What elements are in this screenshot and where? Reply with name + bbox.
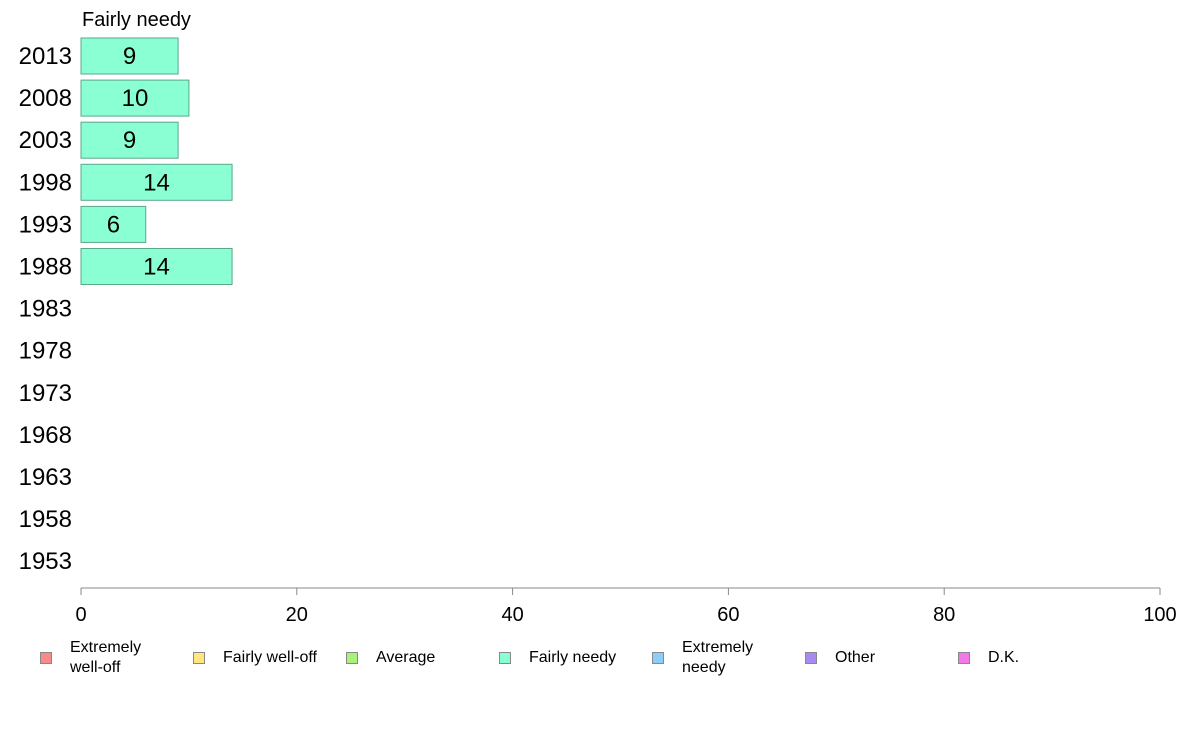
x-tick-label: 20 xyxy=(286,604,308,626)
bar-value-label: 9 xyxy=(123,43,136,70)
legend-label: Fairly needy xyxy=(529,649,617,666)
legend-swatch xyxy=(805,652,817,664)
legend-item: Fairly needy xyxy=(499,636,616,680)
legend-swatch xyxy=(193,652,205,664)
legend-swatch xyxy=(958,652,970,664)
legend-swatch xyxy=(346,652,358,664)
legend-label: Extremely well-off xyxy=(70,639,142,676)
legend-item: Extremely well-off xyxy=(40,636,141,680)
x-tick-label: 80 xyxy=(933,604,955,626)
bar-value-label: 6 xyxy=(107,211,120,238)
legend-item: Other xyxy=(805,636,875,680)
y-tick-label: 1978 xyxy=(19,338,72,365)
y-tick-label: 2003 xyxy=(19,127,72,154)
bar xyxy=(80,248,233,285)
bars: 9 10 9 14 6 14 xyxy=(80,37,233,285)
y-tick-label: 1963 xyxy=(19,464,72,491)
x-tick-label: 60 xyxy=(717,604,739,626)
legend-swatch xyxy=(652,652,664,664)
y-tick-label: 1998 xyxy=(19,169,72,196)
y-axis-labels: 2013 2008 2003 1998 1993 1988 1983 1978 1973 1968… xyxy=(19,43,72,575)
legend-label: Average xyxy=(376,649,436,666)
y-tick-label: 2008 xyxy=(19,85,72,112)
x-tick-label: 0 xyxy=(75,604,86,626)
x-tick-label: 100 xyxy=(1143,604,1176,626)
bar-value-label: 14 xyxy=(143,254,170,281)
y-tick-label: 1953 xyxy=(19,548,72,575)
bar xyxy=(80,163,233,201)
y-tick-label: 1958 xyxy=(19,506,72,533)
bar xyxy=(80,37,179,75)
legend-label: Other xyxy=(835,649,876,666)
y-tick-label: 1968 xyxy=(19,422,72,449)
bar-value-label: 14 xyxy=(143,169,170,196)
chart-title: Fairly needy xyxy=(82,9,191,31)
legend-swatch xyxy=(499,652,511,664)
bar-value-label: 10 xyxy=(122,85,149,112)
legend-label: D.K. xyxy=(988,649,1020,666)
legend-label: Extremely needy xyxy=(682,639,754,676)
legend-item: Average xyxy=(346,636,435,680)
x-axis: 0 20 40 60 80 100 xyxy=(75,587,1177,626)
y-tick-label: 1988 xyxy=(19,254,72,281)
x-tick-label: 40 xyxy=(501,604,523,626)
legend-item: D.K. xyxy=(958,636,1019,680)
y-tick-label: 1993 xyxy=(19,211,72,238)
bar xyxy=(80,205,147,243)
legend: Extremely well-off Fairly well-off Average… xyxy=(0,636,1188,686)
y-tick-label: 1973 xyxy=(19,380,72,407)
legend-item: Fairly well-off xyxy=(193,636,317,680)
legend-label: Fairly well-off xyxy=(223,649,317,666)
bar xyxy=(80,121,179,159)
legend-item: Extremely needy xyxy=(652,636,753,680)
legend-swatch xyxy=(40,652,52,664)
y-tick-label: 2013 xyxy=(19,43,72,70)
y-tick-label: 1983 xyxy=(19,296,72,323)
bar-value-label: 9 xyxy=(123,127,136,154)
chart: Fairly needy 2013 2008 2003 1998 1993 1988 198… xyxy=(19,9,1177,626)
bar xyxy=(80,79,190,117)
